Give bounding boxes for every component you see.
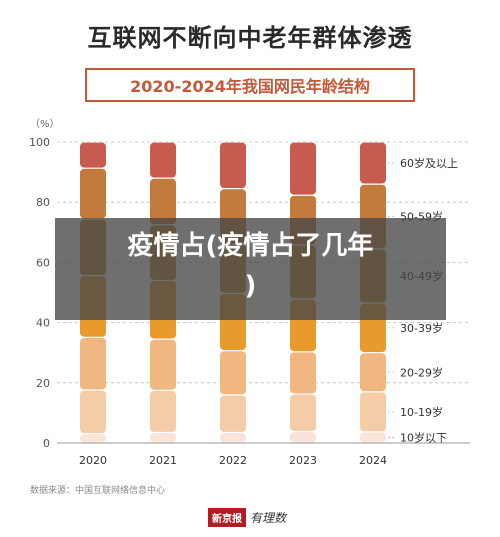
bar-segment-2022-2 [220, 351, 246, 395]
bar-segment-2020-0 [80, 434, 106, 443]
series-label: 10-19岁 [400, 405, 443, 419]
bar-segment-2022-6 [220, 142, 246, 189]
bar-segment-2021-6 [150, 142, 176, 178]
bar-segment-2024-6 [360, 142, 386, 184]
bar-segment-2024-0 [360, 432, 386, 443]
overlay-line-2: ) [244, 271, 257, 301]
bar-segment-2020-2 [80, 337, 106, 390]
x-tick-label: 2023 [289, 454, 317, 467]
series-label: 30-39岁 [400, 321, 443, 335]
y-tick-label: 100 [29, 136, 50, 149]
x-tick-label: 2022 [219, 454, 247, 467]
bar-segment-2020-1 [80, 390, 106, 434]
brand-main: 新京报 [208, 508, 246, 527]
x-tick-label: 2024 [359, 454, 387, 467]
overlay-banner: 疫情占(疫情占了几年 ) [55, 218, 446, 320]
bar-segment-2022-0 [220, 433, 246, 443]
bar-segment-2023-0 [290, 432, 316, 443]
y-tick-label: 60 [36, 256, 50, 269]
data-source: 数据来源：中国互联网络信息中心 [30, 486, 166, 496]
bar-segment-2023-2 [290, 352, 316, 394]
brand-sub: 有理数 [250, 511, 287, 525]
brand-logo: 新京报 有理数 [208, 508, 286, 527]
x-tick-label: 2021 [149, 454, 177, 467]
x-tick-label: 2020 [79, 454, 107, 467]
series-label: 60岁及以上 [400, 156, 458, 170]
bar-segment-2024-2 [360, 353, 386, 392]
y-tick-label: 80 [36, 196, 50, 209]
bar-segment-2023-1 [290, 394, 316, 431]
bar-segment-2021-2 [150, 339, 176, 390]
y-tick-label: 40 [36, 317, 50, 330]
page-title: 互联网不断向中老年群体渗透 [87, 24, 413, 52]
bar-segment-2021-0 [150, 433, 176, 443]
bar-segment-2023-6 [290, 142, 316, 195]
y-tick-label: 0 [43, 437, 50, 450]
y-tick-label: 20 [36, 377, 50, 390]
y-unit-label: （%） [30, 118, 60, 130]
overlay-line-1: 疫情占(疫情占了几年 [127, 231, 374, 261]
bar-segment-2021-1 [150, 390, 176, 432]
series-label: 20-29岁 [400, 365, 443, 379]
bar-segment-2020-5 [80, 168, 106, 219]
bar-segment-2021-5 [150, 178, 176, 225]
bar-segment-2020-6 [80, 142, 106, 168]
series-label: 10岁以下 [400, 430, 447, 444]
chart-subtitle: 2020-2024年我国网民年龄结构 [85, 68, 415, 102]
bar-segment-2024-1 [360, 392, 386, 432]
bar-segment-2022-1 [220, 395, 246, 432]
